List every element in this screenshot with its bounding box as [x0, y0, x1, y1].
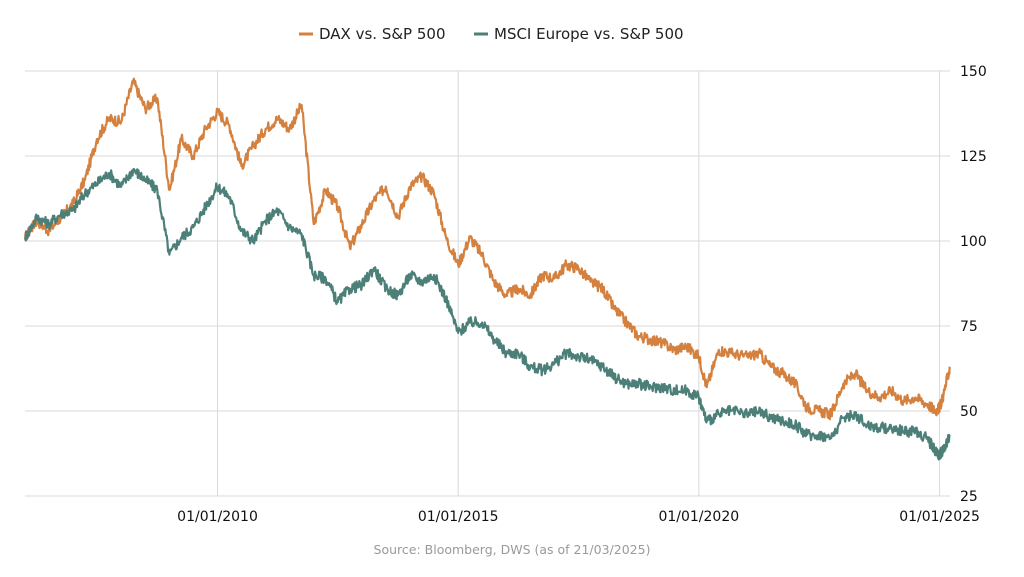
- legend-label: DAX vs. S&P 500: [319, 25, 445, 43]
- y-tick-label: 150: [960, 64, 987, 80]
- source-note: Source: Bloomberg, DWS (as of 21/03/2025…: [373, 542, 651, 557]
- y-tick-label: 100: [960, 234, 987, 250]
- x-tick-label: 01/01/2010: [177, 509, 258, 525]
- series-line-1: [23, 77, 951, 421]
- axes: 25 50 75 100 125 150 01/01/2010 01/01/2015 01/01…: [177, 64, 987, 525]
- y-tick-label: 50: [960, 404, 978, 420]
- y-tick-label: 25: [960, 489, 978, 505]
- x-tick-label: 01/01/2025: [899, 509, 980, 525]
- grid: [25, 70, 950, 497]
- y-tick-label: 125: [960, 149, 987, 165]
- series-lines: [23, 77, 951, 461]
- legend: DAX vs. S&P 500 MSCI Europe vs. S&P 500: [299, 25, 684, 43]
- legend-item-1[interactable]: DAX vs. S&P 500: [299, 25, 445, 43]
- y-tick-label: 75: [960, 319, 978, 335]
- x-tick-label: 01/01/2015: [418, 509, 499, 525]
- series-line-2: [23, 167, 951, 461]
- legend-label: MSCI Europe vs. S&P 500: [494, 25, 684, 43]
- x-tick-label: 01/01/2020: [658, 509, 739, 525]
- legend-item-2[interactable]: MSCI Europe vs. S&P 500: [474, 25, 684, 43]
